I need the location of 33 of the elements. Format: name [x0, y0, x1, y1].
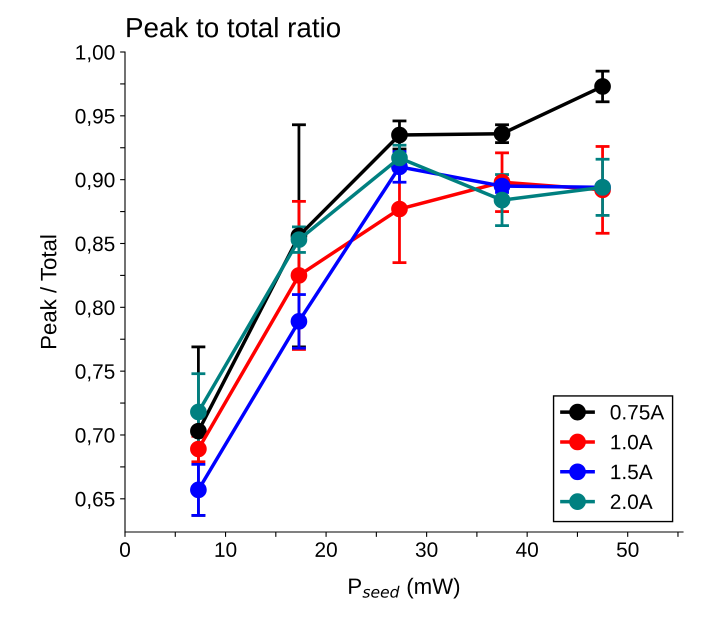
x-tick-label: 0 — [120, 542, 130, 558]
x-tick-label: 30 — [416, 542, 438, 558]
point — [594, 78, 611, 95]
x-tick-label: 50 — [616, 542, 638, 558]
x-axis-title: P$_{seed}$ (mW) — [349, 578, 460, 599]
chart-title: Peak to total ratio — [127, 17, 340, 38]
point — [391, 200, 408, 218]
y-tick-label: 0,85 — [76, 236, 114, 254]
x-tick-label: 40 — [516, 542, 538, 558]
point — [494, 192, 510, 208]
y-tick-label: 0,65 — [76, 492, 114, 510]
point — [290, 267, 308, 284]
point — [190, 440, 207, 458]
legend-label: 1.5A — [611, 464, 653, 480]
y-tick-label: 0,80 — [76, 300, 114, 318]
y-axis-title: Peak / Total — [40, 236, 56, 348]
y-tick-label: 0,90 — [76, 172, 114, 190]
y-tick-label: 1,00 — [76, 45, 114, 62]
point — [391, 150, 408, 166]
point — [391, 126, 408, 144]
y-tick-label: 0,75 — [76, 364, 114, 382]
x-tick-label: 10 — [216, 542, 236, 558]
x-tick-label: 20 — [316, 542, 337, 558]
point — [290, 313, 308, 330]
point — [290, 231, 308, 248]
point — [190, 422, 207, 440]
y-tick-label: 0,70 — [76, 428, 114, 446]
legend-label: 0.75A — [610, 404, 664, 420]
legend-label: 1.0A — [611, 434, 653, 450]
legend-label: 2.0A — [610, 494, 653, 510]
point — [190, 482, 207, 498]
point — [190, 404, 207, 420]
y-tick-label: 0,95 — [76, 108, 114, 126]
